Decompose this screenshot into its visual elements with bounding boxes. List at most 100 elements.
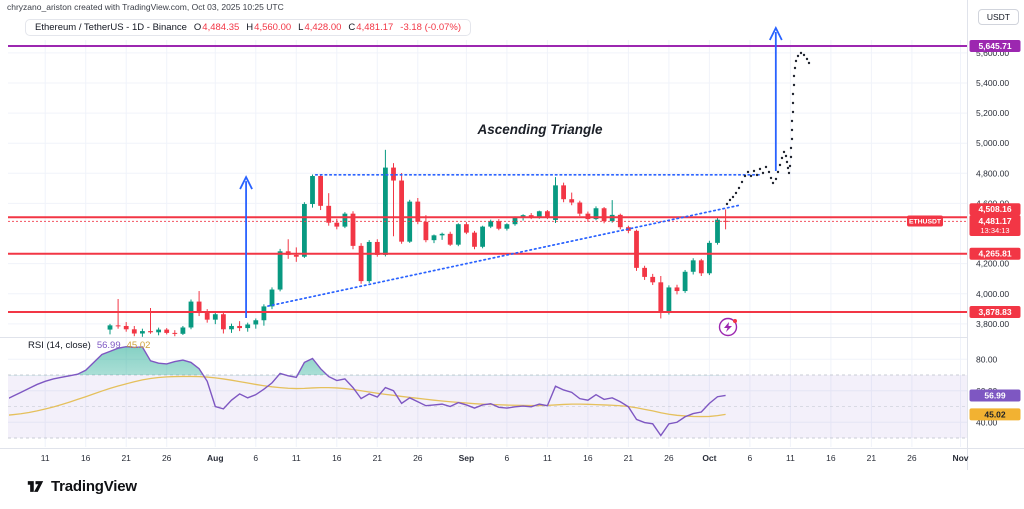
svg-text:40.00: 40.00 [976,417,998,427]
svg-text:Oct: Oct [702,453,716,463]
candle-body [512,217,518,225]
svg-text:80.00: 80.00 [976,354,998,364]
candle-body [650,276,656,283]
rsi-overbought-fill [9,346,726,376]
svg-text:5,200.00: 5,200.00 [976,108,1009,118]
candle-body [658,282,664,312]
symbol-title: Ethereum / TetherUS - 1D - Binance [35,22,187,33]
svg-text:5,000.00: 5,000.00 [976,138,1009,148]
svg-text:11: 11 [786,453,795,463]
drawings[interactable] [239,26,811,337]
svg-text:11: 11 [543,453,552,463]
symbol-price-chip: ETHUSDT [907,215,943,227]
candle-body [310,176,315,205]
time-axis[interactable]: 11 16 21 26 Aug 6 11 16 21 26 Sep 6 11 16 21 26 Oct 6 11 16… [41,453,969,463]
projection-path[interactable] [725,51,811,206]
candle-body [391,167,396,181]
svg-text:21: 21 [121,453,131,463]
candle-body [156,329,161,333]
triangle-support-line [267,204,742,307]
candle-body [690,260,696,272]
candle-body [253,320,259,325]
candle-body [342,213,348,227]
resistance-price-label: 4,508.16 [969,203,1021,216]
candle-body [561,185,566,200]
tradingview-logo[interactable]: TradingView [26,477,137,496]
candle-body [431,235,437,241]
svg-text:4,265.81: 4,265.81 [978,249,1011,259]
mid-support-price-label: 4,265.81 [969,247,1021,260]
candle-body [293,254,299,257]
candle-body [480,226,485,247]
svg-text:5,645.71: 5,645.71 [978,41,1011,51]
rsi-ma-value: 45.02 [126,340,151,351]
svg-text:11: 11 [292,453,301,463]
svg-text:Nov: Nov [952,453,968,463]
candle-body [115,325,121,327]
candle-body [455,224,461,245]
currency-toggle-button[interactable]: USDT [977,9,1019,25]
candle-body [374,241,380,255]
svg-text:6: 6 [253,453,258,463]
candle-body [221,314,226,330]
candle-body [383,167,388,255]
svg-text:26: 26 [664,453,674,463]
svg-text:26: 26 [413,453,423,463]
candle-body [504,224,510,229]
candle-body [472,232,477,247]
candle-body [577,202,583,214]
rsi-line [9,345,726,437]
svg-text:4,000.00: 4,000.00 [976,289,1009,299]
rsi-ma-value-label: 45.02 [969,408,1021,421]
candle-body [107,325,113,330]
candle-body [229,325,234,330]
level-lines[interactable] [8,44,967,313]
candle-body [423,221,429,241]
ohlc-low: L 4,428.00 [298,22,342,33]
svg-text:3,878.83: 3,878.83 [978,307,1011,317]
candle-body [140,331,145,334]
candle-body [601,208,607,222]
rsi-pane[interactable] [0,345,967,439]
candle-body [536,211,542,218]
candle-body [698,260,704,274]
buy-arrow-2[interactable] [769,26,783,172]
candle-body [399,180,404,242]
candle-body [496,221,502,229]
candle-body [302,204,307,257]
buy-arrow-1[interactable] [239,175,253,318]
svg-text:4,800.00: 4,800.00 [976,168,1009,178]
rsi-ma-line [9,375,726,418]
lightning-icon[interactable] [718,317,738,337]
candle-body [715,219,720,243]
candle-body [318,176,323,206]
candle-body [488,221,494,227]
candle-body [196,301,202,314]
candle-body [148,331,153,333]
svg-text:21: 21 [867,453,877,463]
symbol-legend[interactable]: Ethereum / TetherUS - 1D - Binance O 4,48… [25,19,472,36]
candle-body [682,271,688,292]
candle-body [642,267,647,277]
svg-text:56.99: 56.99 [984,390,1006,400]
candle-body [204,313,210,320]
candle-body [172,332,178,334]
candle-body [350,213,356,246]
gridlines [8,40,967,447]
svg-text:16: 16 [332,453,342,463]
price-axis[interactable]: 5,600.00 5,400.00 5,200.00 5,000.00 4,800.00… [907,39,1021,427]
candle-body [245,324,251,329]
svg-text:16: 16 [826,453,836,463]
pattern-annotation[interactable]: Ascending Triangle [477,122,603,137]
rsi-legend[interactable]: RSI (14, close) 56.99 45.02 [28,340,150,351]
candle-body [326,205,332,223]
candle-body [261,306,267,321]
candle-body [358,245,364,282]
candle-body [569,199,575,203]
svg-text:13:34:13: 13:34:13 [980,226,1009,235]
ohlc-high: H 4,560.00 [246,22,292,33]
svg-text:4,481.17: 4,481.17 [978,216,1011,226]
candle-body [277,251,283,290]
